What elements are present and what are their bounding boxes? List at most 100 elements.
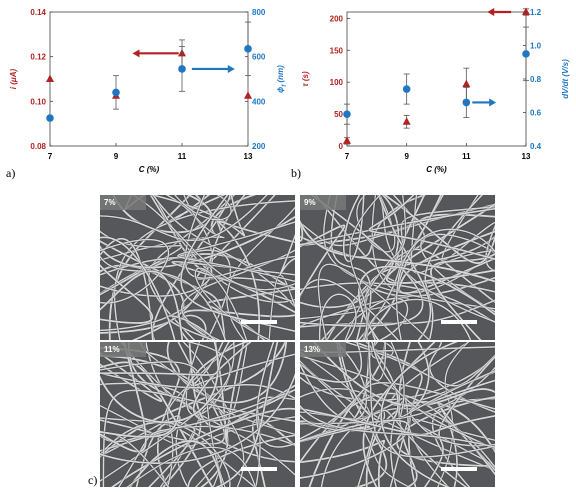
scale-bar	[241, 467, 277, 471]
fiber	[300, 224, 304, 242]
y-right-tick-label: 800	[252, 8, 266, 17]
fiber-mesh	[300, 195, 495, 340]
fiber	[100, 342, 147, 453]
fiber	[100, 342, 231, 482]
y-left-tick-label: 150	[330, 46, 344, 55]
y-left-tick-label: 0	[339, 142, 344, 151]
sem-label: 11%	[100, 342, 146, 357]
fiber	[226, 206, 295, 340]
x-tick-label: 7	[345, 152, 350, 161]
fiber	[300, 297, 409, 327]
fiber	[313, 342, 495, 407]
fiber	[408, 342, 495, 413]
fiber	[100, 361, 214, 487]
sem-image-13: 13%	[300, 342, 495, 487]
fiber	[100, 195, 268, 242]
fiber-mesh	[100, 195, 295, 340]
fiber	[100, 237, 154, 340]
scale-bar	[441, 320, 477, 324]
fiber	[100, 372, 295, 464]
circle-point	[522, 50, 530, 58]
fiber	[184, 195, 295, 279]
sem-image-7: 7%	[100, 195, 295, 340]
fiber	[396, 228, 495, 340]
sem-image-9: 9%	[300, 195, 495, 340]
fiber	[300, 195, 400, 308]
y-left-axis-label: i (μA)	[9, 68, 18, 89]
y-left-tick-label: 0.10	[30, 97, 46, 106]
circle-point	[46, 114, 54, 122]
fiber	[177, 221, 295, 283]
fiber	[300, 362, 411, 487]
y-right-tick-label: 0.8	[530, 75, 542, 84]
fiber	[148, 195, 246, 238]
y-left-tick-label: 200	[330, 14, 344, 23]
sem-label: 13%	[300, 342, 346, 357]
fiber	[100, 270, 183, 340]
fiber	[357, 206, 495, 340]
circle-point	[462, 98, 471, 107]
arrow-head	[487, 8, 495, 16]
y-right-axis-label: ϕf (nm)	[276, 65, 288, 93]
scale-bar	[241, 320, 277, 324]
triangle-point	[462, 79, 471, 88]
y-left-tick-label: 0.12	[30, 53, 46, 62]
fiber	[100, 415, 189, 487]
y-right-tick-label: 400	[252, 97, 266, 106]
chart-a: 7 9 11 13 C (%) 0.08 0.10 0.12 0.14 200 400 600 800 i…	[9, 8, 288, 174]
fiber	[194, 267, 272, 340]
circle-point	[178, 65, 186, 73]
triangle-point	[343, 136, 351, 144]
fiber	[256, 342, 295, 448]
fiber	[385, 203, 495, 285]
circle-point	[402, 85, 411, 93]
fiber	[390, 342, 495, 418]
arrow-head	[227, 64, 235, 73]
fiber	[174, 195, 232, 221]
fiber	[383, 195, 495, 265]
fiber	[389, 415, 495, 487]
fiber	[216, 219, 295, 340]
fiber	[126, 446, 257, 487]
fiber	[279, 233, 295, 275]
y-left-tick-label: 0.14	[30, 8, 46, 17]
y-right-tick-label: 600	[252, 53, 266, 62]
y-right-axis-label: dV/dt (V/s)	[561, 59, 570, 99]
x-tick-label: 7	[48, 152, 53, 161]
triangle-point	[402, 117, 411, 125]
fiber	[485, 224, 495, 273]
fiber-mesh	[300, 342, 495, 487]
fiber	[300, 282, 495, 324]
fiber-mesh	[100, 342, 295, 487]
y-left-tick-label: 0.08	[30, 142, 46, 151]
fiber	[332, 297, 409, 340]
y-right-tick-label: 0.6	[530, 109, 542, 118]
fiber	[100, 372, 295, 400]
x-tick-label: 13	[522, 152, 531, 161]
y-right-tick-label: 0.4	[530, 142, 542, 151]
x-axis-label: C (%)	[426, 165, 447, 174]
y-left-tick-label: 100	[330, 78, 344, 87]
fiber	[152, 195, 295, 309]
x-tick-label: 13	[244, 152, 253, 161]
fiber	[300, 404, 495, 449]
y-right-tick-label: 1.2	[530, 8, 542, 17]
fiber	[100, 236, 176, 340]
sem-label: 7%	[100, 195, 146, 210]
fiber	[300, 219, 495, 283]
fiber	[380, 342, 459, 487]
fiber	[300, 439, 386, 487]
fiber	[185, 342, 235, 416]
fiber	[300, 224, 346, 299]
fiber	[214, 342, 279, 487]
fiber	[300, 207, 495, 246]
plot-frame	[49, 11, 249, 147]
triangle-point	[244, 91, 252, 99]
sem-label: 9%	[300, 195, 346, 210]
fiber	[420, 233, 495, 313]
scale-bar	[441, 467, 477, 471]
fiber	[166, 315, 216, 340]
fiber	[214, 342, 245, 443]
fiber	[300, 195, 424, 327]
panel-label-b: b)	[291, 166, 301, 180]
